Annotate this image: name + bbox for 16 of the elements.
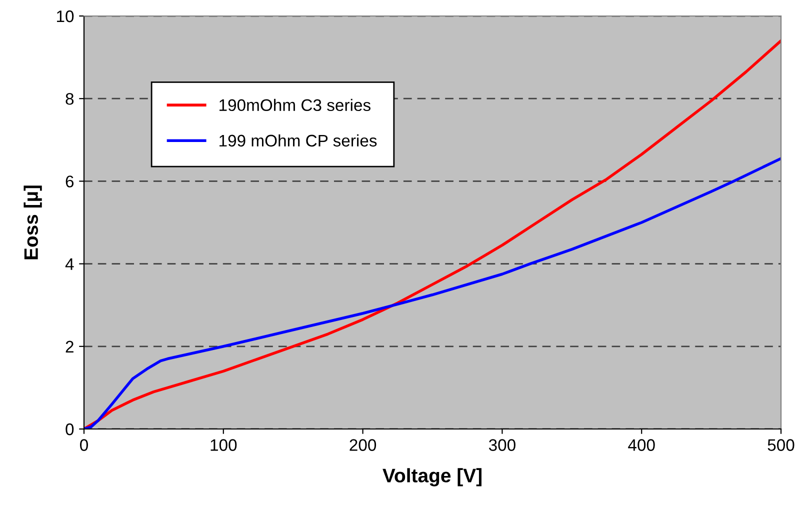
legend-label: 190mOhm C3 series	[220, 98, 370, 112]
legend-label: 199 mOhm CP series	[220, 134, 377, 147]
y-tick-label: 6	[66, 176, 74, 188]
x-tick-label: 400	[628, 439, 655, 451]
y-tick-label: 10	[57, 10, 74, 22]
x-tick-label: 200	[350, 439, 376, 451]
x-tick-label: 0	[80, 439, 88, 451]
y-tick-label: 8	[66, 93, 74, 105]
x-axis-title: Voltage [V]	[382, 468, 482, 486]
y-tick-label: 2	[66, 340, 74, 352]
x-tick-label: 300	[488, 439, 516, 451]
x-tick-label: 500	[768, 439, 794, 451]
y-tick-label: 4	[65, 258, 74, 270]
x-tick-label: 100	[210, 439, 237, 451]
y-axis-title: Eoss [µ]	[24, 186, 42, 260]
y-tick-label: 0	[66, 423, 74, 436]
